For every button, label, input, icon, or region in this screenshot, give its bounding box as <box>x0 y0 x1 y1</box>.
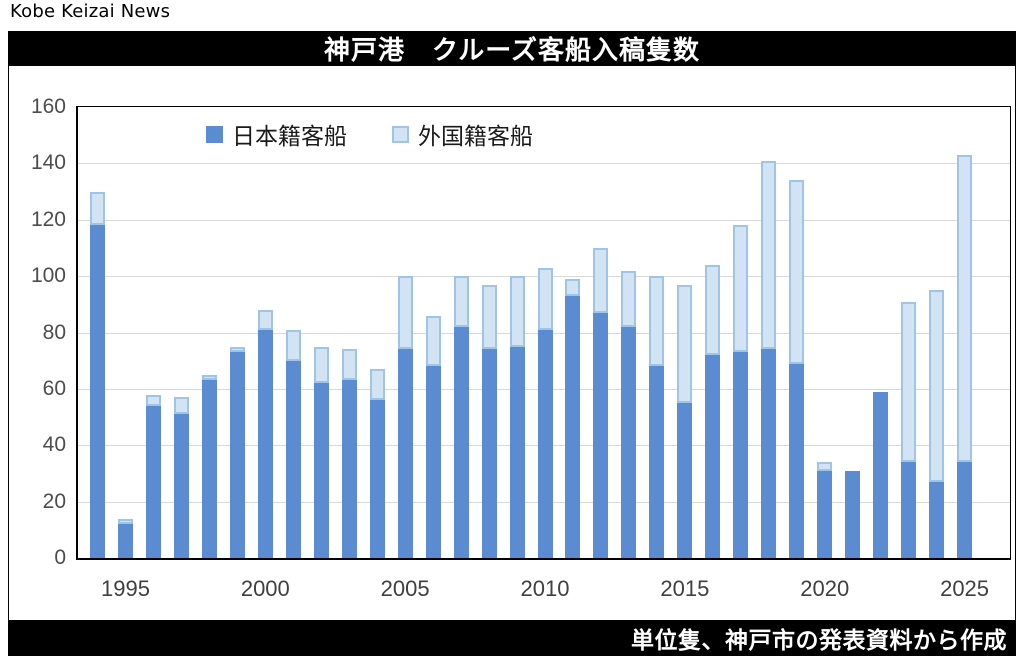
bar-japanese-2017 <box>733 352 749 558</box>
bar-japanese-2003 <box>341 380 357 558</box>
bar-foreign-2006 <box>425 315 441 367</box>
x-axis-tick-2000: 2000 <box>240 576 290 601</box>
bar-foreign-2000 <box>257 309 273 330</box>
legend-item-japanese: 日本籍客船 <box>206 117 347 151</box>
bar-foreign-2012 <box>593 247 609 313</box>
bar-japanese-2015 <box>677 402 693 558</box>
y-axis-tick-120: 120 <box>30 207 66 231</box>
bar-foreign-2007 <box>453 276 469 327</box>
y-axis-tick-40: 40 <box>42 433 66 457</box>
bar-foreign-1995 <box>117 518 133 525</box>
bar-foreign-2016 <box>705 264 721 356</box>
bar-japanese-1995 <box>117 524 133 558</box>
bar-foreign-2005 <box>397 276 413 350</box>
legend-item-foreign: 外国籍客船 <box>392 117 533 151</box>
bar-japanese-2012 <box>593 312 609 558</box>
bar-foreign-2002 <box>313 346 329 384</box>
y-axis-tick-60: 60 <box>42 376 66 400</box>
chart-frame: 神戸港 クルーズ客船入稿隻数 0 20 40 60 80 100 120 140 160 日本籍… <box>8 31 1016 656</box>
bar-foreign-2023 <box>901 301 917 463</box>
bar-japanese-2001 <box>285 360 301 558</box>
bar-japanese-1997 <box>173 414 189 558</box>
bar-japanese-2008 <box>481 349 497 558</box>
bar-japanese-2025 <box>957 462 973 558</box>
x-axis-tick-2015: 2015 <box>660 576 710 601</box>
legend-swatch-japanese-icon <box>206 125 223 143</box>
bar-foreign-2025 <box>957 154 973 463</box>
bar-japanese-2005 <box>397 349 413 558</box>
legend-label-foreign: 外国籍客船 <box>418 123 533 149</box>
bar-foreign-2003 <box>341 349 357 381</box>
bar-japanese-1998 <box>201 380 217 558</box>
site-name: Kobe Keizai News <box>10 1 171 22</box>
bar-japanese-2022 <box>873 391 889 558</box>
bar-foreign-2011 <box>565 278 581 296</box>
bar-japanese-2000 <box>257 329 273 558</box>
bar-japanese-2009 <box>509 346 525 558</box>
legend-label-japanese: 日本籍客船 <box>232 123 347 149</box>
bar-japanese-2006 <box>425 366 441 558</box>
bar-foreign-2019 <box>789 180 805 364</box>
bar-japanese-2016 <box>705 355 721 558</box>
bar-japanese-2013 <box>621 326 637 558</box>
gridline-y140 <box>78 163 1010 165</box>
legend-swatch-foreign-icon <box>392 125 409 143</box>
bar-japanese-2023 <box>901 462 917 558</box>
x-axis-tick-1995: 1995 <box>100 576 150 601</box>
source-bar: 単位隻、神戸市の発表資料から作成 <box>9 620 1015 656</box>
bar-japanese-2010 <box>537 329 553 558</box>
y-axis-tick-160: 160 <box>30 95 66 118</box>
chart-title: 神戸港 クルーズ客船入稿隻数 <box>324 35 700 65</box>
bar-foreign-2008 <box>481 284 497 350</box>
bar-foreign-2018 <box>761 160 777 350</box>
bar-japanese-1996 <box>145 405 161 558</box>
bar-foreign-2001 <box>285 329 301 361</box>
bar-japanese-2014 <box>649 366 665 558</box>
y-axis-tick-80: 80 <box>42 320 66 344</box>
bar-foreign-1997 <box>173 397 189 415</box>
y-axis-tick-100: 100 <box>30 264 66 288</box>
bar-foreign-2014 <box>649 276 665 367</box>
bar-japanese-2004 <box>369 400 385 558</box>
bar-foreign-1994 <box>90 191 105 226</box>
bar-japanese-2024 <box>929 481 945 558</box>
bar-foreign-2010 <box>537 267 553 330</box>
bar-foreign-2013 <box>621 270 637 327</box>
bar-foreign-1996 <box>145 394 161 406</box>
bar-japanese-2020 <box>817 470 833 558</box>
bar-japanese-2019 <box>789 363 805 558</box>
bar-foreign-2015 <box>677 284 693 403</box>
plot-area: 日本籍客船 外国籍客船 <box>76 106 1011 560</box>
y-axis-tick-0: 0 <box>54 546 66 569</box>
bar-foreign-2017 <box>733 225 749 353</box>
x-axis-tick-2010: 2010 <box>520 576 570 601</box>
bar-japanese-2007 <box>453 326 469 558</box>
bar-foreign-2009 <box>509 276 525 347</box>
bar-foreign-2004 <box>369 369 385 401</box>
x-axis-tick-2020: 2020 <box>800 576 850 601</box>
gridline-y120 <box>78 219 1010 221</box>
x-axis-tick-2025: 2025 <box>940 576 990 601</box>
bar-japanese-2021 <box>845 470 861 558</box>
bar-japanese-1994 <box>90 225 105 558</box>
y-axis-tick-140: 140 <box>30 151 66 175</box>
bar-japanese-1999 <box>229 352 245 558</box>
bar-foreign-1998 <box>201 374 217 381</box>
source-note: 単位隻、神戸市の発表資料から作成 <box>631 627 1007 653</box>
bar-japanese-2018 <box>761 349 777 558</box>
bar-japanese-2011 <box>565 295 581 558</box>
chart-title-bar: 神戸港 クルーズ客船入稿隻数 <box>9 31 1015 66</box>
bar-japanese-2002 <box>313 383 329 558</box>
bar-foreign-1999 <box>229 346 245 353</box>
y-axis-tick-20: 20 <box>42 489 66 513</box>
x-axis-tick-2005: 2005 <box>380 576 430 601</box>
bar-foreign-2024 <box>929 290 945 482</box>
bar-foreign-2020 <box>817 462 833 471</box>
chart-region: 0 20 40 60 80 100 120 140 160 日本籍客船 外国籍客船 1995 20… <box>9 66 1015 620</box>
legend: 日本籍客船 外国籍客船 <box>206 117 533 151</box>
